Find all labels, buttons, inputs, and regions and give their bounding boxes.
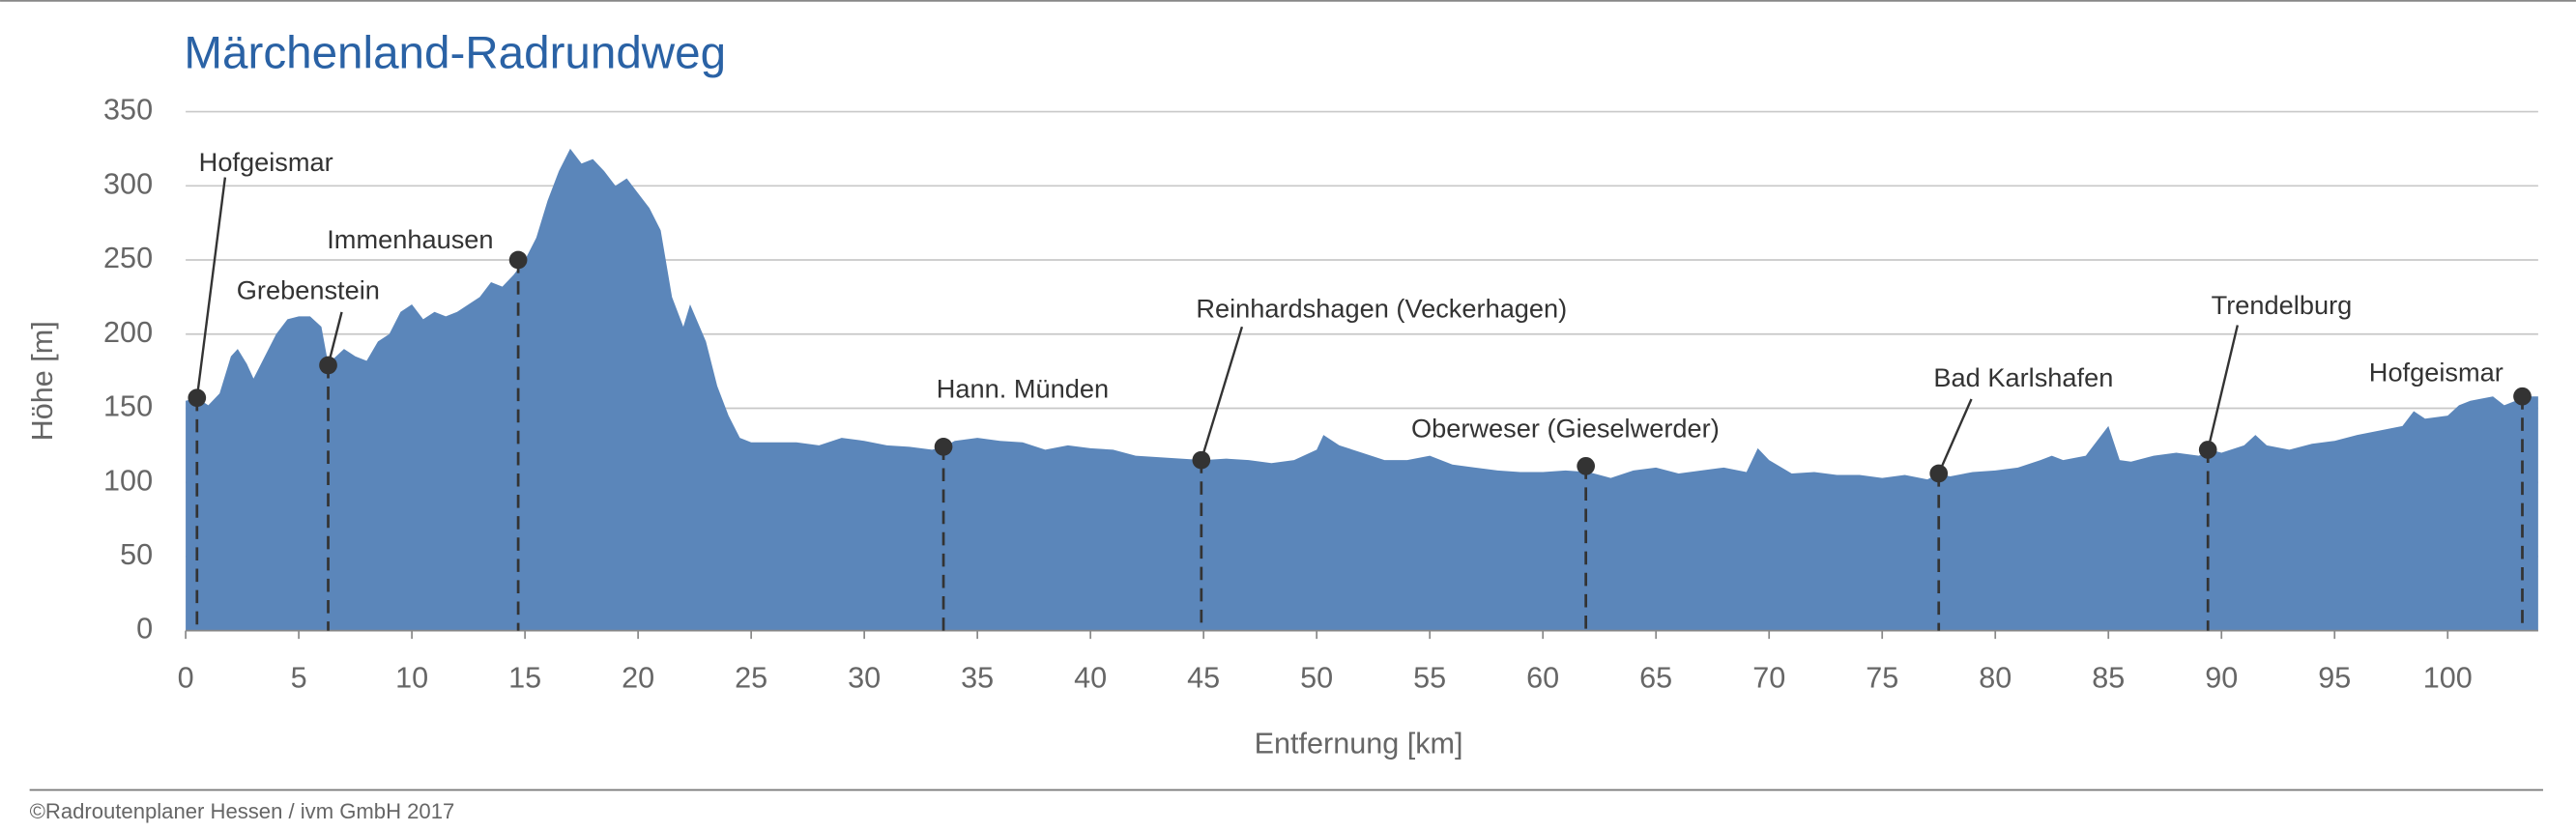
location-marker [2513,387,2532,406]
location-label: Hofgeismar [199,147,333,177]
location-marker [1929,464,1949,483]
chart-title: Märchenland-Radrundweg [184,27,726,78]
x-axis-label: Entfernung [km] [1255,728,1463,760]
leader-line [1200,326,1244,461]
x-tick-label: 85 [2092,662,2125,695]
y-tick-label: 100 [103,464,153,497]
x-tick-label: 25 [735,662,767,695]
x-tick-label: 45 [1187,662,1220,695]
y-tick-label: 350 [103,94,153,127]
x-tick-label: 90 [2205,662,2238,695]
x-tick-label: 20 [622,662,654,695]
x-tick-label: 40 [1074,662,1107,695]
y-tick-label: 150 [103,390,153,423]
location-label: Oberweser (Gieselwerder) [1411,413,1720,443]
leader-line [195,177,227,398]
location-label: Grebenstein [237,275,380,305]
location-label: Hann. Münden [937,374,1109,404]
x-tick-label: 15 [508,662,541,695]
y-tick-label: 300 [103,167,153,200]
y-tick-label: 250 [103,242,153,274]
credit: ©Radroutenplaner Hessen / ivm GmbH 2017 [30,799,455,823]
x-tick-label: 30 [848,662,881,695]
location-marker [934,438,953,456]
leader-line [327,311,343,366]
x-tick-label: 5 [291,662,307,695]
location-label: Bad Karlshafen [1933,362,2113,392]
y-tick-label: 0 [136,613,153,646]
y-tick-label: 50 [120,538,153,571]
x-tick-label: 60 [1526,662,1559,695]
x-tick-label: 95 [2318,662,2351,695]
x-tick-label: 10 [395,662,428,695]
y-tick-label: 200 [103,316,153,349]
x-tick-label: 55 [1413,662,1446,695]
location-marker [188,388,207,408]
leader-line [1937,398,1973,474]
elevation-area [186,148,2538,631]
x-tick-label: 0 [178,662,194,695]
x-tick-label: 70 [1752,662,1785,695]
x-tick-label: 35 [961,662,994,695]
location-marker [319,356,337,375]
leader-line [2207,325,2240,450]
location-label: Hofgeismar [2369,358,2504,387]
location-marker [1577,456,1596,475]
x-tick-label: 80 [1979,662,2012,695]
x-tick-label: 65 [1639,662,1672,695]
location-marker [2198,441,2217,459]
location-marker [508,250,528,270]
y-axis-label: Höhe [m] [26,321,59,441]
location-label: Reinhardshagen (Veckerhagen) [1196,293,1567,323]
x-tick-label: 50 [1300,662,1333,695]
x-tick-label: 100 [2423,662,2473,695]
x-tick-label: 75 [1866,662,1898,695]
location-label: Trendelburg [2212,290,2353,320]
location-marker [1192,450,1211,470]
location-label: Immenhausen [327,224,493,254]
